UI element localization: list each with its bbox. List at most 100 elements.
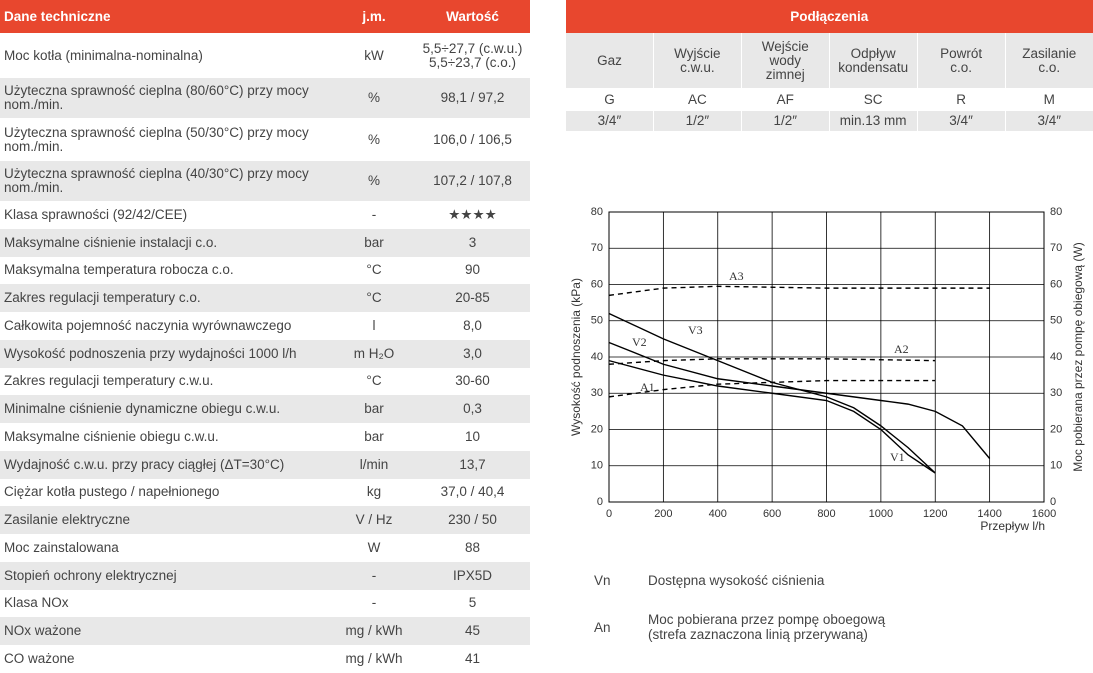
- spec-cell: 90: [464, 262, 481, 278]
- spec-cell: Całkowita pojemność naczynia wyrównawcze…: [4, 317, 292, 333]
- spec-cell: 3: [415, 228, 530, 257]
- connection-cell: 1/2″: [652, 111, 742, 131]
- spec-cell: 20-85: [415, 284, 530, 312]
- connection-cell: 3/4″: [916, 111, 1006, 131]
- connection-cell: AC: [652, 88, 742, 111]
- spec-cell: CO ważone: [4, 650, 75, 666]
- spec-cell: 13,7: [415, 450, 530, 479]
- spec-row: Użyteczna sprawność cieplna (40/30°C) pr…: [0, 161, 530, 201]
- spec-row: Minimalne ciśnienie dynamiczne obiegu c.…: [0, 395, 530, 423]
- spec-cell: 5: [468, 595, 477, 611]
- spec-cell: 5,5÷27,7 (c.w.u.) 5,5÷23,7 (c.o.): [422, 40, 523, 70]
- y2-tick-label: 60: [1050, 278, 1062, 290]
- spec-cell: Maksymalne ciśnienie obiegu c.w.u.: [4, 428, 219, 444]
- legend-text: Dostępna wysokość ciśnienia: [648, 573, 825, 588]
- spec-cell: l: [372, 317, 376, 333]
- connection-cell: 3/4″: [1004, 111, 1093, 131]
- x-tick-label: 800: [817, 508, 835, 520]
- spec-cell: 98,1 / 97,2: [415, 78, 530, 118]
- connection-cell: SC: [828, 88, 918, 111]
- y2-tick-label: 80: [1050, 206, 1062, 218]
- curve: [608, 379, 936, 398]
- spec-cell: Użyteczna sprawność cieplna (50/30°C) pr…: [4, 124, 309, 154]
- curve-label: V1: [890, 450, 905, 464]
- spec-cell: Klasa NOx: [4, 595, 69, 611]
- y-tick-label: 50: [591, 315, 603, 327]
- x-tick-label: 400: [709, 508, 727, 520]
- connection-row: G AC AF SC R M: [565, 88, 1093, 111]
- spec-row: Ciężar kotła pustego / napełnionego kg 37,…: [0, 479, 530, 507]
- spec-cell: 37,0 / 40,4: [440, 484, 505, 500]
- spec-cell: %: [333, 161, 415, 201]
- spec-row: Wysokość podnoszenia przy wydajności 100…: [0, 339, 530, 368]
- curve: [608, 285, 990, 297]
- y-tick-label: 80: [591, 206, 603, 218]
- spec-cell: Moc kotła (minimalna-nominalna): [4, 47, 203, 63]
- spec-cell: W: [367, 539, 381, 555]
- spec-cell: mg / kWh: [345, 650, 403, 666]
- spec-row: Maksymalne ciśnienie instalacji c.o. bar 3: [0, 228, 530, 257]
- spec-cell: 0,3: [415, 395, 530, 423]
- y2-tick-label: 40: [1050, 351, 1062, 363]
- spec-cell: Maksymalne ciśnienie instalacji c.o.: [0, 228, 333, 257]
- connection-row: 3/4″ 1/2″ 1/2″ min.13 mm 3/4″ 3/4″: [565, 111, 1093, 131]
- connection-cell: Powrót c.o.: [916, 33, 1006, 88]
- spec-cell: °C: [333, 284, 415, 312]
- spec-cell: 88: [464, 539, 481, 555]
- specs-table: Dane techniczne j.m. Wartość Moc kotła (min…: [0, 0, 530, 673]
- spec-cell: kW: [364, 47, 384, 63]
- curve-label: V3: [688, 323, 703, 337]
- y-tick-label: 70: [591, 242, 603, 254]
- spec-row: Zakres regulacji temperatury c.o. °C 20-85: [0, 284, 530, 312]
- spec-cell: 106,0 / 106,5: [433, 131, 512, 147]
- x-tick-label: 200: [654, 508, 672, 520]
- spec-cell: -: [371, 206, 377, 222]
- y2-tick-label: 0: [1050, 496, 1056, 508]
- spec-cell: 3,0: [415, 339, 530, 368]
- spec-row: CO ważone mg / kWh 41: [0, 645, 530, 673]
- spec-cell: ★★★★: [448, 206, 497, 222]
- spec-cell: %: [367, 131, 380, 147]
- curve-label: A1: [640, 380, 655, 394]
- spec-cell: Minimalne ciśnienie dynamiczne obiegu c.…: [0, 395, 333, 423]
- x-tick-label: 1000: [869, 508, 893, 520]
- spec-cell: Zakres regulacji temperatury c.w.u.: [4, 373, 214, 389]
- connection-cell: Odpływ kondensatu: [828, 33, 918, 88]
- spec-cell: IPX5D: [415, 561, 530, 590]
- connection-cell: 3/4″: [565, 111, 654, 131]
- spec-cell: Klasa sprawności (92/42/CEE): [4, 206, 188, 222]
- y-tick-label: 10: [591, 460, 603, 472]
- plot-frame: [608, 211, 1045, 503]
- x-tick-label: 1200: [923, 508, 947, 520]
- spec-row: Stopień ochrony elektrycznej - IPX5D: [0, 561, 530, 590]
- curve-label: A2: [894, 342, 909, 356]
- x-tick-label: 1400: [977, 508, 1001, 520]
- connection-cell: 1/2″: [740, 111, 830, 131]
- spec-row: Maksymalna temperatura robocza c.o. °C 90: [0, 257, 530, 285]
- y2-tick-label: 30: [1050, 387, 1062, 399]
- x-tick-label: 1600: [1032, 508, 1056, 520]
- y2-axis-label: Moc pobierana przez pompę obiegową (W): [1071, 242, 1085, 471]
- y-tick-label: 40: [591, 351, 603, 363]
- spec-cell: Wydajność c.w.u. przy pracy ciągłej (ΔT=…: [0, 450, 333, 479]
- spec-cell: 230 / 50: [415, 506, 530, 534]
- spec-row: Wydajność c.w.u. przy pracy ciągłej (ΔT=…: [0, 450, 530, 479]
- spec-cell: -: [333, 561, 415, 590]
- spec-cell: Wysokość podnoszenia przy wydajności 100…: [0, 339, 333, 368]
- curve: [608, 359, 936, 474]
- connection-cell: Zasilanie c.o.: [1004, 33, 1093, 88]
- curve-label: A3: [729, 269, 744, 283]
- connection-row: Gaz Wyjście c.w.u. Wejście wody zimnej Odpł…: [565, 33, 1093, 88]
- connection-cell: min.13 mm: [828, 111, 918, 131]
- y-tick-label: 60: [591, 278, 603, 290]
- connection-cell: G: [565, 88, 654, 111]
- spec-cell: Ciężar kotła pustego / napełnionego: [4, 484, 220, 500]
- spec-cell: 30-60: [455, 373, 490, 389]
- y2-tick-label: 10: [1050, 460, 1062, 472]
- spec-cell: Zasilanie elektryczne: [0, 506, 333, 534]
- spec-cell: Maksymalna temperatura robocza c.o.: [4, 262, 234, 278]
- x-axis-label: Przepływ l/h: [980, 519, 1045, 533]
- connection-cell: Wyjście c.w.u.: [652, 33, 742, 88]
- spec-cell: Użyteczna sprawność cieplna (80/60°C) pr…: [0, 78, 333, 118]
- spec-cell: NOx ważone: [0, 617, 333, 645]
